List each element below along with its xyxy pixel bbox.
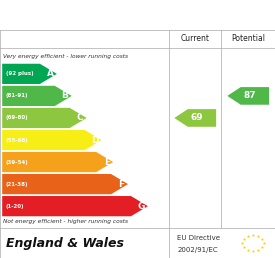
Polygon shape: [227, 87, 269, 105]
Text: G: G: [137, 202, 145, 211]
Text: 87: 87: [244, 91, 257, 100]
Text: (21-38): (21-38): [6, 182, 28, 187]
Text: EU Directive: EU Directive: [177, 236, 220, 241]
Polygon shape: [2, 152, 113, 172]
Text: 69: 69: [191, 114, 204, 123]
Text: B: B: [62, 91, 68, 100]
Polygon shape: [2, 64, 57, 84]
Text: (92 plus): (92 plus): [6, 71, 33, 76]
Text: F: F: [119, 180, 125, 189]
Text: (69-80): (69-80): [6, 116, 28, 120]
Text: Not energy efficient - higher running costs: Not energy efficient - higher running co…: [3, 219, 128, 224]
Text: England & Wales: England & Wales: [6, 237, 123, 249]
Text: 2002/91/EC: 2002/91/EC: [177, 247, 218, 253]
Text: Very energy efficient - lower running costs: Very energy efficient - lower running co…: [3, 54, 128, 59]
Text: Energy Efficiency Rating: Energy Efficiency Rating: [46, 9, 229, 21]
Polygon shape: [2, 130, 101, 150]
Text: D: D: [91, 135, 98, 144]
Text: E: E: [104, 158, 110, 167]
Polygon shape: [2, 196, 148, 216]
Text: C: C: [77, 114, 83, 123]
Text: (81-91): (81-91): [6, 93, 28, 98]
Text: (39-54): (39-54): [6, 159, 28, 165]
Text: (55-68): (55-68): [6, 138, 28, 142]
Text: Current: Current: [181, 34, 210, 43]
Polygon shape: [2, 108, 87, 128]
Text: A: A: [46, 69, 54, 78]
Polygon shape: [2, 86, 72, 106]
Text: (1-20): (1-20): [6, 204, 24, 209]
Text: Potential: Potential: [231, 34, 265, 43]
Polygon shape: [2, 174, 128, 194]
Polygon shape: [174, 109, 216, 127]
